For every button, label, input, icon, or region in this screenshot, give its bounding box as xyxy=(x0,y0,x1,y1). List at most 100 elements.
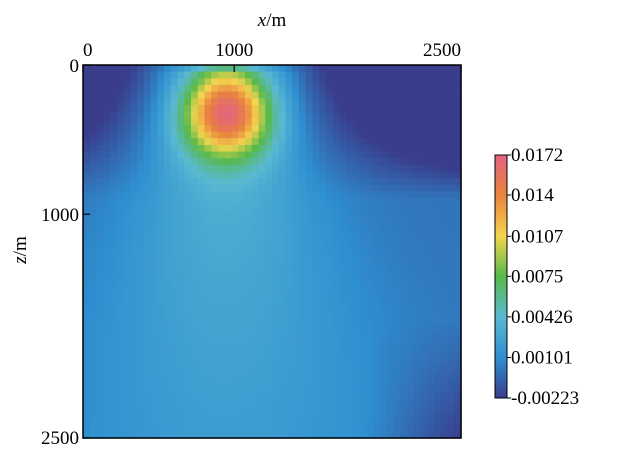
heatmap-cell xyxy=(339,151,347,159)
heatmap-cell xyxy=(454,398,462,406)
heatmap-cell xyxy=(366,371,374,379)
heatmap-cell xyxy=(454,311,462,319)
heatmap-cell xyxy=(278,418,287,426)
heatmap-cell xyxy=(258,324,266,333)
heatmap-cell xyxy=(393,218,401,226)
heatmap-cell xyxy=(224,65,233,73)
heatmap-cell xyxy=(123,238,131,246)
heatmap-cell xyxy=(143,418,152,426)
heatmap-cell xyxy=(420,318,428,326)
heatmap-cell xyxy=(407,78,415,86)
heatmap-cell xyxy=(137,191,145,199)
heatmap-cell xyxy=(380,391,388,399)
heatmap-cell xyxy=(359,404,368,412)
heatmap-cell xyxy=(116,338,125,346)
heatmap-cell xyxy=(103,138,111,146)
heatmap-cell xyxy=(292,418,300,426)
heatmap-cell xyxy=(251,91,260,99)
heatmap-cell xyxy=(386,271,395,279)
heatmap-cell xyxy=(170,71,179,79)
heatmap-cell xyxy=(440,351,449,359)
heatmap-cell xyxy=(89,351,98,359)
heatmap-cell xyxy=(454,291,462,299)
heatmap-cell xyxy=(157,224,165,233)
heatmap-cell xyxy=(285,138,293,146)
heatmap-cell xyxy=(272,298,280,306)
heatmap-cell xyxy=(434,251,442,259)
heatmap-cell xyxy=(393,244,401,253)
heatmap-cell xyxy=(137,324,145,333)
heatmap-cell xyxy=(204,118,212,126)
heatmap-cell xyxy=(346,184,354,193)
heatmap-cell xyxy=(191,351,199,359)
heatmap-cell xyxy=(339,391,347,399)
heatmap-cell xyxy=(164,358,172,366)
heatmap-cell xyxy=(326,338,334,346)
heatmap-cell xyxy=(197,191,206,199)
heatmap-cell xyxy=(359,324,368,333)
heatmap-cell xyxy=(251,398,260,406)
heatmap-cell xyxy=(150,164,158,173)
heatmap-cell xyxy=(447,298,455,306)
heatmap-cell xyxy=(454,164,462,173)
heatmap-cell xyxy=(123,351,131,359)
heatmap-cell xyxy=(292,251,300,259)
heatmap-cell xyxy=(251,104,260,113)
heatmap-cell xyxy=(339,198,347,206)
heatmap-cell xyxy=(103,231,111,239)
heatmap-cell xyxy=(407,98,415,106)
heatmap-cell xyxy=(380,311,388,319)
heatmap-cell xyxy=(359,118,368,126)
heatmap-cell xyxy=(386,351,395,359)
heatmap-cell xyxy=(339,318,347,326)
heatmap-cell xyxy=(191,104,199,113)
heatmap-cell xyxy=(150,284,158,293)
heatmap-cell xyxy=(299,258,307,266)
heatmap-cell xyxy=(319,304,327,313)
heatmap-cell xyxy=(191,311,199,319)
heatmap-cell xyxy=(272,124,280,133)
heatmap-cell xyxy=(110,98,118,106)
heatmap-cell xyxy=(177,164,185,173)
heatmap-cell xyxy=(299,398,307,406)
heatmap-cell xyxy=(177,384,185,392)
heatmap-cell xyxy=(373,144,381,153)
heatmap-cell xyxy=(393,131,401,139)
heatmap-cell xyxy=(130,218,138,226)
heatmap-cell xyxy=(319,164,327,173)
heatmap-cell xyxy=(89,364,98,372)
heatmap-cell xyxy=(265,418,273,426)
heatmap-cell xyxy=(326,404,334,412)
heatmap-cell xyxy=(440,111,449,119)
heatmap-cell xyxy=(299,231,307,239)
heatmap-cell xyxy=(177,251,185,259)
heatmap-cell xyxy=(238,391,246,399)
heatmap-cell xyxy=(157,258,165,266)
heatmap-cell xyxy=(157,184,165,193)
heatmap-cell xyxy=(312,291,320,299)
heatmap-cell xyxy=(454,91,462,99)
heatmap-cell xyxy=(359,411,368,419)
heatmap-cell xyxy=(164,224,172,233)
heatmap-cell xyxy=(150,78,158,86)
heatmap-cell xyxy=(204,178,212,186)
heatmap-cell xyxy=(245,304,253,313)
heatmap-cell xyxy=(285,251,293,259)
heatmap-cell xyxy=(150,231,158,239)
heatmap-cell xyxy=(211,171,219,179)
heatmap-cell xyxy=(299,424,307,432)
heatmap-cell xyxy=(332,164,341,173)
heatmap-cell xyxy=(116,251,125,259)
heatmap-cell xyxy=(386,111,395,119)
heatmap-cell xyxy=(170,124,179,133)
heatmap-cell xyxy=(83,184,91,193)
heatmap-cell xyxy=(83,151,91,159)
heatmap-cell xyxy=(434,264,442,273)
heatmap-cell xyxy=(305,424,314,432)
heatmap-cell xyxy=(150,298,158,306)
heatmap-cell xyxy=(245,364,253,372)
heatmap-cell xyxy=(170,151,179,159)
heatmap-cell xyxy=(339,291,347,299)
heatmap-cell xyxy=(339,91,347,99)
heatmap-cell xyxy=(143,231,152,239)
